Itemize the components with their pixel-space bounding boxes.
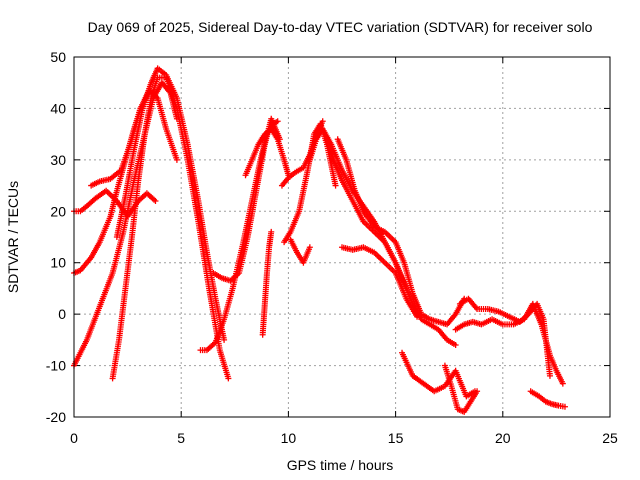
- data-point: [225, 375, 232, 382]
- chart-title: Day 069 of 2025, Sidereal Day-to-day VTE…: [88, 19, 593, 35]
- y-axis-label: SDTVAR / TECUs: [5, 181, 21, 293]
- data-point: [268, 228, 275, 235]
- x-axis-label: GPS time / hours: [287, 457, 394, 473]
- axis-ticks: [73, 56, 611, 418]
- series-arc-10: [259, 228, 275, 338]
- data-point: [332, 182, 339, 189]
- data-point: [474, 388, 481, 395]
- y-tick-label: -20: [46, 409, 66, 425]
- data-point: [546, 372, 553, 379]
- y-tick-label: 10: [50, 255, 66, 271]
- series-arc-19: [441, 362, 481, 415]
- series-arc-9: [242, 126, 292, 179]
- series-arc-21: [456, 295, 553, 379]
- series-arc-13: [287, 236, 313, 266]
- plot-frame: [73, 56, 611, 418]
- data-point: [173, 156, 180, 163]
- x-tick-label: 25: [602, 430, 618, 446]
- data-point: [152, 198, 159, 204]
- series-arc-22: [527, 388, 568, 410]
- data-points: [71, 65, 568, 415]
- y-tick-label: 30: [50, 152, 66, 168]
- y-tick-label: -10: [46, 358, 66, 374]
- series-arc-12: [281, 120, 339, 246]
- y-tick-labels: -20 -10 0 10 20 30 40 50: [46, 49, 66, 425]
- series-arc-6: [113, 65, 228, 343]
- y-tick-label: 0: [58, 306, 66, 322]
- data-point: [559, 380, 566, 387]
- y-tick-label: 50: [50, 49, 66, 65]
- x-tick-label: 15: [388, 430, 404, 446]
- y-tick-label: 40: [50, 100, 66, 116]
- x-tick-label: 10: [281, 430, 297, 446]
- data-point: [452, 342, 459, 348]
- data-point: [274, 118, 281, 125]
- series-arc-4: [88, 87, 180, 189]
- data-point: [561, 403, 568, 410]
- x-tick-label: 0: [70, 430, 78, 446]
- y-tick-label: 20: [50, 203, 66, 219]
- x-tick-label: 5: [177, 430, 185, 446]
- grid: [74, 57, 610, 417]
- x-tick-labels: 0 5 10 15 20 25: [70, 430, 618, 446]
- series-arc-8: [210, 115, 283, 284]
- series-arc-17: [339, 244, 421, 320]
- series-arc-5: [109, 74, 232, 382]
- series-arc-16: [334, 136, 468, 328]
- x-tick-label: 20: [495, 430, 511, 446]
- series-arc-18: [399, 349, 478, 400]
- data-point: [306, 244, 313, 251]
- data-point: [414, 313, 421, 320]
- data-point: [221, 336, 228, 343]
